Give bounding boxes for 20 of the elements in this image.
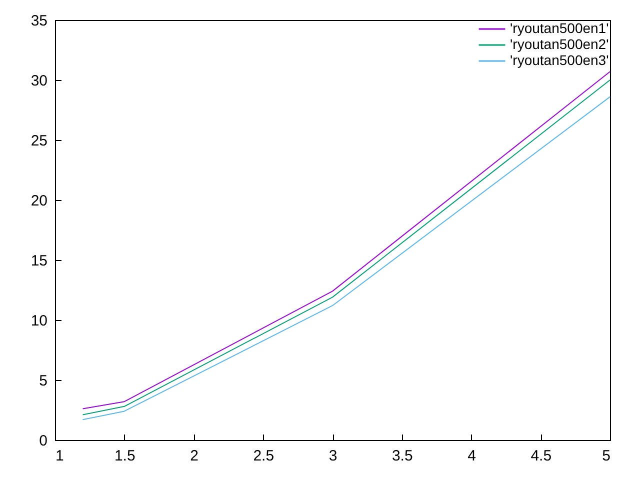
x-tick-label: 4.5 bbox=[530, 448, 552, 464]
y-tick-label: 10 bbox=[30, 312, 48, 330]
x-tick-label: 2 bbox=[190, 448, 198, 464]
legend-label: 'ryoutan500en2' bbox=[510, 36, 609, 52]
y-tick-label: 0 bbox=[39, 432, 48, 450]
legend-label: 'ryoutan500en3' bbox=[510, 52, 609, 68]
y-tick-label: 30 bbox=[30, 72, 48, 90]
x-tick-label: 1.5 bbox=[114, 448, 136, 464]
y-tick-label: 15 bbox=[30, 252, 48, 270]
x-tick-label: 2.5 bbox=[253, 448, 274, 464]
x-tick-label: 1 bbox=[56, 448, 64, 464]
x-tick-label: 3 bbox=[328, 448, 338, 464]
x-tick-label: 5 bbox=[602, 448, 610, 464]
y-tick-label: 20 bbox=[30, 192, 48, 210]
legend-label: 'ryoutan500en1' bbox=[510, 20, 609, 36]
y-tick-label: 25 bbox=[30, 132, 48, 150]
x-tick-label: 3.5 bbox=[392, 448, 413, 464]
y-tick-label: 35 bbox=[30, 12, 48, 30]
x-tick-label: 4 bbox=[468, 448, 476, 464]
y-tick-label: 5 bbox=[39, 372, 48, 390]
